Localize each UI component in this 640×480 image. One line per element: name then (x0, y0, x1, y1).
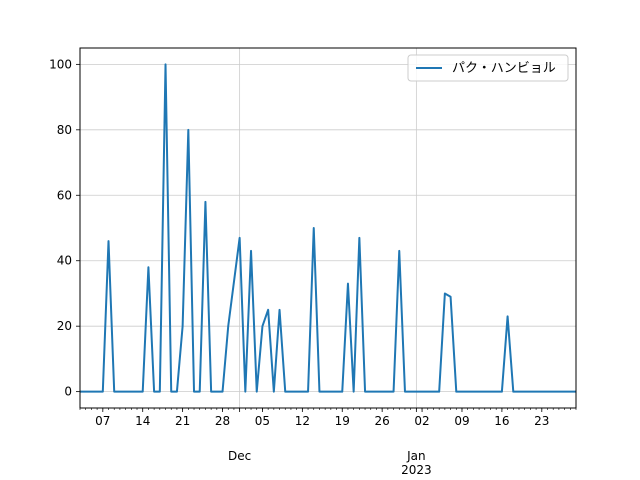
legend: パク・ハンビョル (407, 54, 569, 82)
x-tick-label: 26 (375, 414, 390, 428)
x-tick-label: 16 (494, 414, 509, 428)
x-month-label: Dec (228, 449, 251, 463)
series-layer (80, 63, 576, 393)
axis-ticks: 0 20 40 60 80 100 Dec Jan 2023 07 14 21 28 05 12 19 26 02… (49, 57, 577, 477)
legend-box (407, 54, 569, 82)
x-tick-label: 23 (534, 414, 549, 428)
x-tick-label: 07 (95, 414, 110, 428)
x-tick-label: 19 (335, 414, 350, 428)
x-tick-label: 14 (135, 414, 150, 428)
x-tick-label: 09 (454, 414, 469, 428)
series-line (80, 63, 576, 393)
x-tick-label: 28 (215, 414, 230, 428)
x-tick-label: 05 (255, 414, 270, 428)
y-tick-label: 80 (57, 123, 72, 137)
y-tick-label: 20 (57, 319, 72, 333)
y-tick-label: 60 (57, 188, 72, 202)
y-tick-label: 100 (49, 57, 72, 71)
plot-frame (79, 47, 577, 409)
y-tick-label: 40 (57, 254, 72, 268)
x-tick-label: 02 (414, 414, 429, 428)
x-tick-label: 12 (295, 414, 310, 428)
y-tick-label: 0 (64, 385, 72, 399)
x-tick-label: 21 (175, 414, 190, 428)
x-month-label: Jan 2023 (401, 449, 432, 477)
legend-label: パク・ハンビョル (452, 61, 556, 76)
